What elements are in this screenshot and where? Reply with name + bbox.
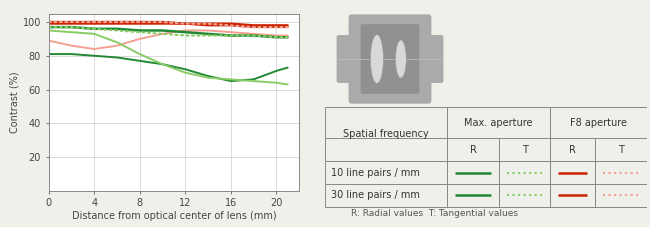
Bar: [325, 184, 447, 207]
Y-axis label: Contrast (%): Contrast (%): [10, 71, 20, 133]
Bar: [447, 184, 499, 207]
Bar: [499, 184, 550, 207]
Text: 10 line pairs / mm: 10 line pairs / mm: [332, 168, 421, 178]
Bar: [550, 161, 595, 184]
Ellipse shape: [370, 35, 383, 84]
Bar: [325, 161, 447, 184]
Text: T: T: [618, 145, 624, 155]
Ellipse shape: [395, 40, 406, 78]
Bar: [550, 107, 647, 138]
X-axis label: Distance from optical center of lens (mm): Distance from optical center of lens (mm…: [72, 211, 276, 221]
Bar: [325, 107, 447, 138]
Bar: [595, 184, 647, 207]
Bar: [447, 138, 499, 161]
FancyBboxPatch shape: [361, 24, 419, 94]
Text: R: Radial values  T: Tangential values: R: Radial values T: Tangential values: [351, 209, 518, 218]
Bar: [325, 138, 447, 161]
Bar: [499, 161, 550, 184]
Text: Spatial frequency: Spatial frequency: [343, 129, 429, 139]
Bar: [595, 161, 647, 184]
Bar: [447, 161, 499, 184]
Bar: [550, 184, 595, 207]
Bar: [550, 138, 595, 161]
Bar: [447, 107, 550, 138]
Text: T: T: [521, 145, 527, 155]
Text: F8 aperture: F8 aperture: [570, 118, 627, 128]
Bar: [499, 138, 550, 161]
Text: R: R: [469, 145, 476, 155]
Text: Max. aperture: Max. aperture: [465, 118, 533, 128]
Text: 30 line pairs / mm: 30 line pairs / mm: [332, 190, 421, 200]
Bar: [595, 138, 647, 161]
Text: R: R: [569, 145, 576, 155]
FancyBboxPatch shape: [348, 14, 432, 104]
Bar: [325, 138, 447, 161]
FancyBboxPatch shape: [337, 35, 358, 83]
FancyBboxPatch shape: [422, 35, 443, 83]
